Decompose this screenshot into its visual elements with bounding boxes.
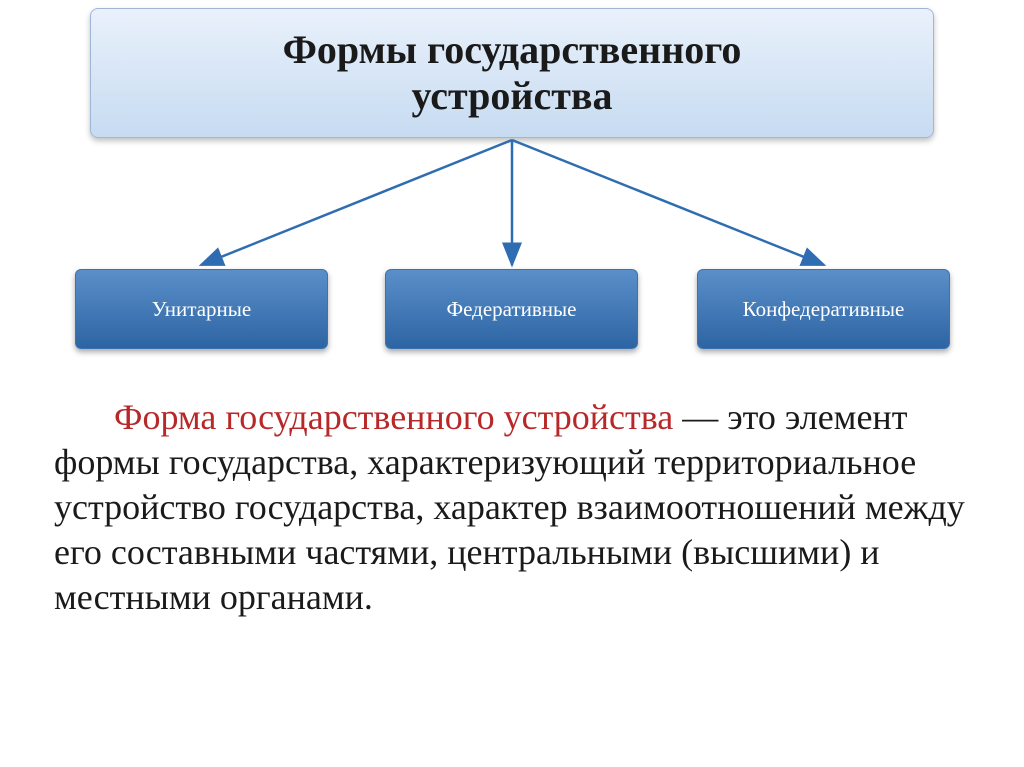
child-label-1: Федеративные [447,297,577,322]
definition-term: Форма государственного устройства [114,397,673,437]
arrow-2 [512,140,824,265]
diagram-title: Формы государственногоустройства [283,27,742,119]
child-label-0: Унитарные [152,297,251,322]
child-label-2: Конфедеративные [743,297,905,322]
arrow-0 [201,140,512,265]
child-box-2: Конфедеративные [697,269,950,349]
title-box: Формы государственногоустройства [90,8,934,138]
child-box-1: Федеративные [385,269,638,349]
child-box-0: Унитарные [75,269,328,349]
definition-paragraph: Форма государственного устройства — это … [54,395,974,620]
